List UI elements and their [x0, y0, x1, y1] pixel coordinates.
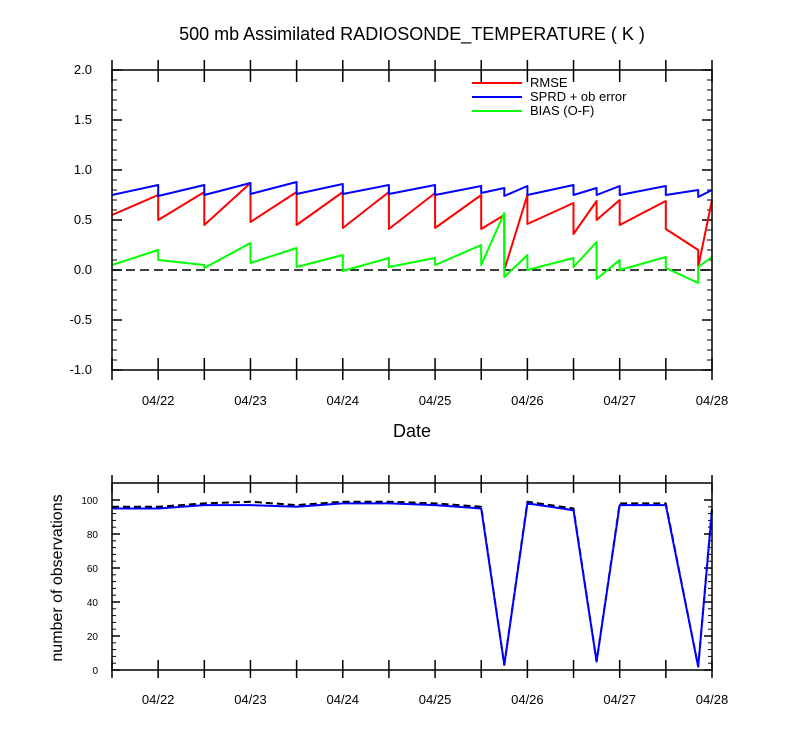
y-tick-label: 80 [87, 530, 99, 541]
x-tick-label: 04/28 [696, 692, 729, 707]
y-axis-label-observations: number of observations [49, 494, 66, 661]
y-tick-label: 1.5 [74, 112, 92, 127]
y-tick-label: 0.0 [74, 262, 92, 277]
legend-label: SPRD + ob error [530, 89, 627, 104]
y-tick-label: 40 [87, 598, 99, 609]
y-tick-label: 0.5 [74, 212, 92, 227]
y-tick-label: 100 [81, 496, 98, 507]
y-tick-label: 60 [87, 564, 99, 575]
x-tick-label: 04/23 [234, 692, 267, 707]
top-x-tick-labels: 04/22 04/23 04/24 04/25 04/26 04/27 04/28 [142, 393, 728, 408]
x-axis-label: Date [393, 421, 431, 441]
top-y-tick-labels: -1.0 -0.5 0.0 0.5 1.0 1.5 2.0 [70, 62, 92, 377]
x-tick-label: 04/22 [142, 393, 175, 408]
x-tick-label: 04/26 [511, 692, 544, 707]
series-line-rmse [111, 182, 713, 271]
top-plot-frame [111, 69, 713, 371]
y-tick-label: -0.5 [70, 312, 92, 327]
top-series-group [111, 181, 713, 284]
x-tick-label: 04/26 [511, 393, 544, 408]
x-tick-label: 04/27 [603, 393, 636, 408]
y-tick-label: 1.0 [74, 162, 92, 177]
x-tick-label: 04/27 [603, 692, 636, 707]
bottom-x-tick-labels: 04/22 04/23 04/24 04/25 04/26 04/27 04/28 [142, 692, 728, 707]
bottom-y-tick-labels: 0 20 40 60 80 100 [81, 496, 98, 677]
x-tick-label: 04/23 [234, 393, 267, 408]
legend-label: BIAS (O-F) [530, 103, 594, 118]
series-line-possible [112, 500, 713, 668]
y-tick-label: 2.0 [74, 62, 92, 77]
bottom-series-group [112, 500, 713, 668]
y-tick-label: -1.0 [70, 362, 92, 377]
top-ticks [111, 60, 713, 380]
series-line-assimilated [112, 502, 713, 668]
x-tick-label: 04/22 [142, 692, 175, 707]
x-tick-label: 04/28 [696, 393, 729, 408]
x-tick-label: 04/25 [419, 393, 452, 408]
chart-title: 500 mb Assimilated RADIOSONDE_TEMPERATUR… [179, 24, 645, 45]
x-tick-label: 04/25 [419, 692, 452, 707]
y-tick-label: 20 [87, 632, 99, 643]
legend-label: RMSE [530, 75, 568, 90]
bottom-plot-frame [111, 482, 713, 671]
x-tick-label: 04/24 [326, 692, 359, 707]
series-line-bias-o-f [111, 212, 713, 284]
x-tick-label: 04/24 [326, 393, 359, 408]
y-tick-label: 0 [92, 666, 98, 677]
series-line-sprd-ob-error [111, 181, 713, 198]
